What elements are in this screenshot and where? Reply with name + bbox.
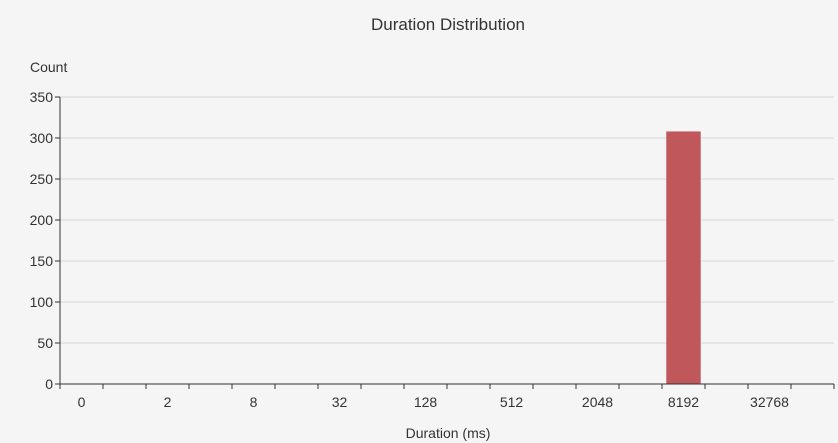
- y-tick-labels: 0 50 100 150 200 250 300 350: [30, 89, 54, 392]
- y-tick-label: 200: [30, 212, 54, 228]
- x-tick-label: 8: [250, 394, 258, 410]
- y-tick-label: 350: [30, 89, 54, 105]
- x-axis-title: Duration (ms): [406, 425, 491, 441]
- y-tick-label: 100: [30, 294, 54, 310]
- y-tick-label: 300: [30, 130, 54, 146]
- bar[interactable]: [666, 131, 701, 384]
- chart-title: Duration Distribution: [371, 15, 525, 34]
- x-tick-labels: 0 2 8 32 128 512 2048 8192 32768: [78, 394, 790, 410]
- y-tick-label: 50: [37, 335, 53, 351]
- y-tick-label: 0: [45, 376, 53, 392]
- x-tick-label: 8192: [668, 394, 699, 410]
- x-tick-label: 32768: [750, 394, 789, 410]
- bars: [666, 131, 701, 384]
- axes: [55, 96, 835, 389]
- x-tick-label: 2048: [582, 394, 613, 410]
- x-tick-label: 128: [414, 394, 438, 410]
- x-tick-label: 0: [78, 394, 86, 410]
- y-axis-title: Count: [30, 59, 67, 75]
- x-tick-label: 32: [332, 394, 348, 410]
- grid-lines: [60, 96, 834, 344]
- x-tick-label: 2: [164, 394, 172, 410]
- y-tick-label: 250: [30, 171, 54, 187]
- y-tick-label: 150: [30, 253, 54, 269]
- x-tick-label: 512: [500, 394, 524, 410]
